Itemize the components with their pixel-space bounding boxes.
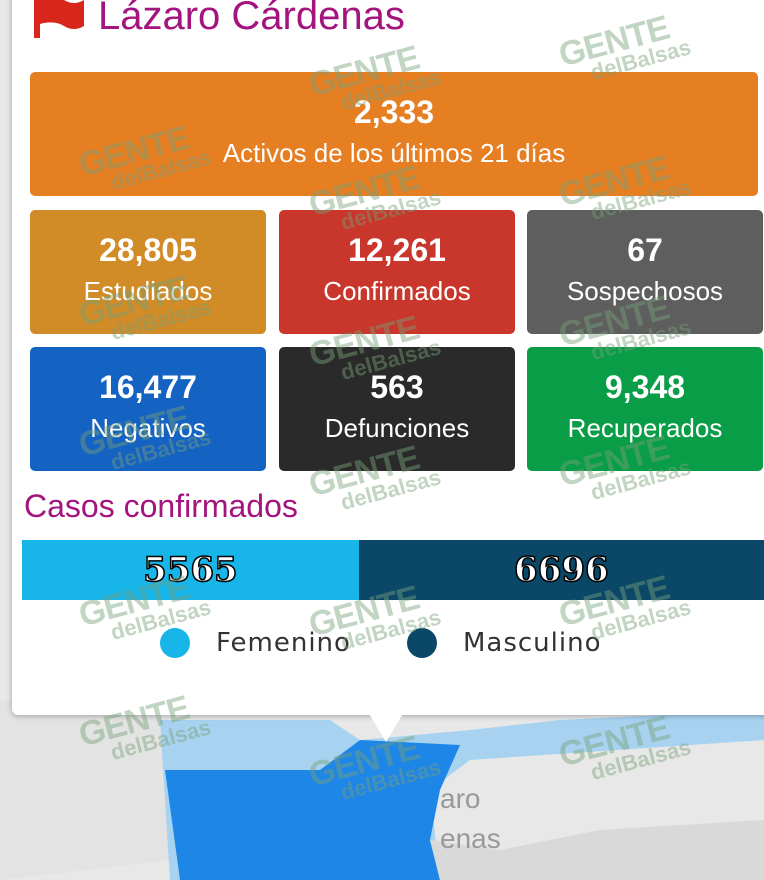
map-municipality [165,740,460,880]
legend-label: Femenino [216,628,351,658]
card-label: Defunciones [324,413,470,443]
map-label: aro [440,783,480,814]
popup-pointer [368,712,404,742]
stat-card: 9,348 Recuperados [527,347,763,471]
popup-title: Lázaro Cárdenas [98,0,405,38]
card-label: Activos de los últimos 21 días [222,138,566,168]
stat-card: 563 Defunciones [279,347,515,471]
section-title: Casos confirmados [24,488,298,524]
legend-item: Masculino [406,628,602,658]
flag-icon [34,0,84,38]
card-value: 67 [627,232,663,268]
bar-segment: 5565 [22,540,359,600]
card-label: Sospechosos [566,276,724,306]
card-label: Negativos [90,413,206,443]
stat-card: 67 Sospechosos [527,210,763,334]
map-sea [430,820,764,880]
card-label: Confirmados [323,276,471,306]
active-card: 2,333 Activos de los últimos 21 días [30,72,758,196]
bar-segment: 6696 [358,540,764,600]
card-value: 563 [370,369,424,405]
card-label: Recuperados [567,413,723,443]
legend-swatch [160,628,190,658]
card-value: 12,261 [348,232,446,268]
card-value: 2,333 [353,94,435,130]
card-value: 9,348 [604,369,686,405]
card-label: Estudiados [83,276,213,306]
stacked-bar: 5565 6696 [22,540,764,600]
stat-card: 12,261 Confirmados [279,210,515,334]
stat-card: 16,477 Negativos [30,347,266,471]
map-label: enas [440,823,501,854]
map-region [0,700,170,880]
card-value: 28,805 [99,232,197,268]
legend-item: Femenino [160,628,351,658]
legend: Femenino Masculino [160,628,601,658]
legend-swatch [406,628,437,658]
card-value: 16,477 [99,369,197,405]
legend-label: Masculino [462,628,602,658]
stat-card: 28,805 Estudiados [30,210,266,334]
